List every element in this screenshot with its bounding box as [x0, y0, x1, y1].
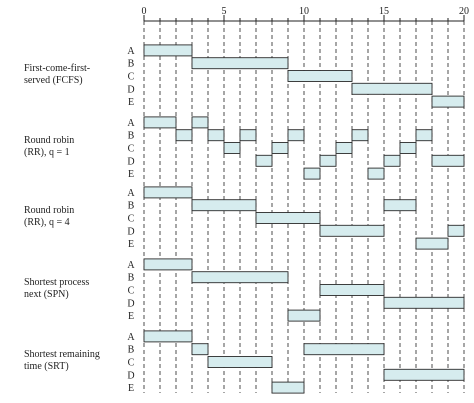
execution-bar: [143, 186, 193, 199]
execution-bar: [319, 284, 385, 296]
process-letter: C: [128, 358, 135, 369]
execution-bar: [303, 167, 321, 180]
process-letter: E: [128, 239, 134, 250]
execution-bar: [431, 95, 465, 108]
execution-bar: [255, 154, 273, 167]
execution-bar: [223, 142, 241, 154]
process-letter: B: [128, 59, 135, 70]
execution-bar: [191, 271, 289, 284]
process-letter: E: [128, 97, 134, 108]
execution-bar: [303, 343, 385, 356]
policy-label: Shortest remaining time (SRT): [24, 349, 100, 372]
process-letter: C: [128, 286, 135, 297]
execution-bar: [143, 330, 193, 343]
process-letter: D: [127, 84, 134, 95]
process-letter: D: [127, 226, 134, 237]
process-letter: C: [128, 72, 135, 83]
process-letter: B: [128, 201, 135, 212]
execution-bar: [399, 142, 417, 154]
execution-bar: [319, 224, 385, 237]
execution-bar: [143, 44, 193, 57]
execution-bar: [367, 167, 385, 180]
process-letter: C: [128, 214, 135, 225]
axis-tick-label: 5: [222, 6, 227, 17]
execution-bar: [191, 343, 209, 356]
execution-bar: [143, 116, 177, 129]
process-letter: E: [128, 311, 134, 322]
axis-tick-label: 0: [142, 6, 147, 17]
execution-bar: [383, 154, 401, 167]
process-letter: B: [128, 131, 135, 142]
process-letter: B: [128, 273, 135, 284]
execution-bar: [239, 129, 257, 142]
policy-label: Round robin (RR), q = 4: [24, 205, 75, 228]
process-letter: D: [127, 298, 134, 309]
execution-bar: [383, 296, 465, 309]
execution-bar: [383, 368, 465, 381]
execution-bar: [431, 154, 465, 167]
policy-label: First-come-first- served (FCFS): [24, 63, 91, 86]
execution-bar: [207, 129, 225, 142]
execution-bar: [319, 154, 337, 167]
axis-tick-label: 20: [459, 6, 469, 17]
axis-tick-label: 10: [299, 6, 309, 17]
execution-bar: [207, 356, 273, 368]
process-letter: E: [128, 383, 134, 394]
execution-bar: [287, 309, 321, 322]
process-letter: A: [127, 332, 135, 343]
execution-bar: [271, 381, 305, 394]
execution-bar: [447, 224, 465, 237]
process-letter: E: [128, 169, 134, 180]
execution-bar: [415, 237, 449, 250]
process-letter: A: [127, 188, 135, 199]
execution-bar: [191, 116, 209, 129]
execution-bar: [271, 142, 289, 154]
execution-bar: [255, 212, 321, 224]
axis-tick-label: 15: [379, 6, 389, 17]
execution-bar: [287, 70, 353, 82]
process-letter: C: [128, 144, 135, 155]
execution-bar: [143, 258, 193, 271]
execution-bar: [335, 142, 353, 154]
process-letter: A: [127, 46, 135, 57]
policy-label: Round robin (RR), q = 1: [24, 135, 75, 158]
process-letter: A: [127, 260, 135, 271]
process-letter: A: [127, 118, 135, 129]
execution-bar: [415, 129, 433, 142]
process-letter: D: [127, 370, 134, 381]
execution-bar: [351, 82, 433, 95]
process-letter: B: [128, 345, 135, 356]
execution-bar: [287, 129, 305, 142]
process-letter: D: [127, 156, 134, 167]
execution-bar: [383, 199, 417, 212]
execution-bar: [191, 199, 257, 212]
execution-bar: [351, 129, 369, 142]
policy-label: Shortest process next (SPN): [24, 277, 90, 300]
execution-bar: [175, 129, 193, 142]
execution-bar: [191, 57, 289, 70]
